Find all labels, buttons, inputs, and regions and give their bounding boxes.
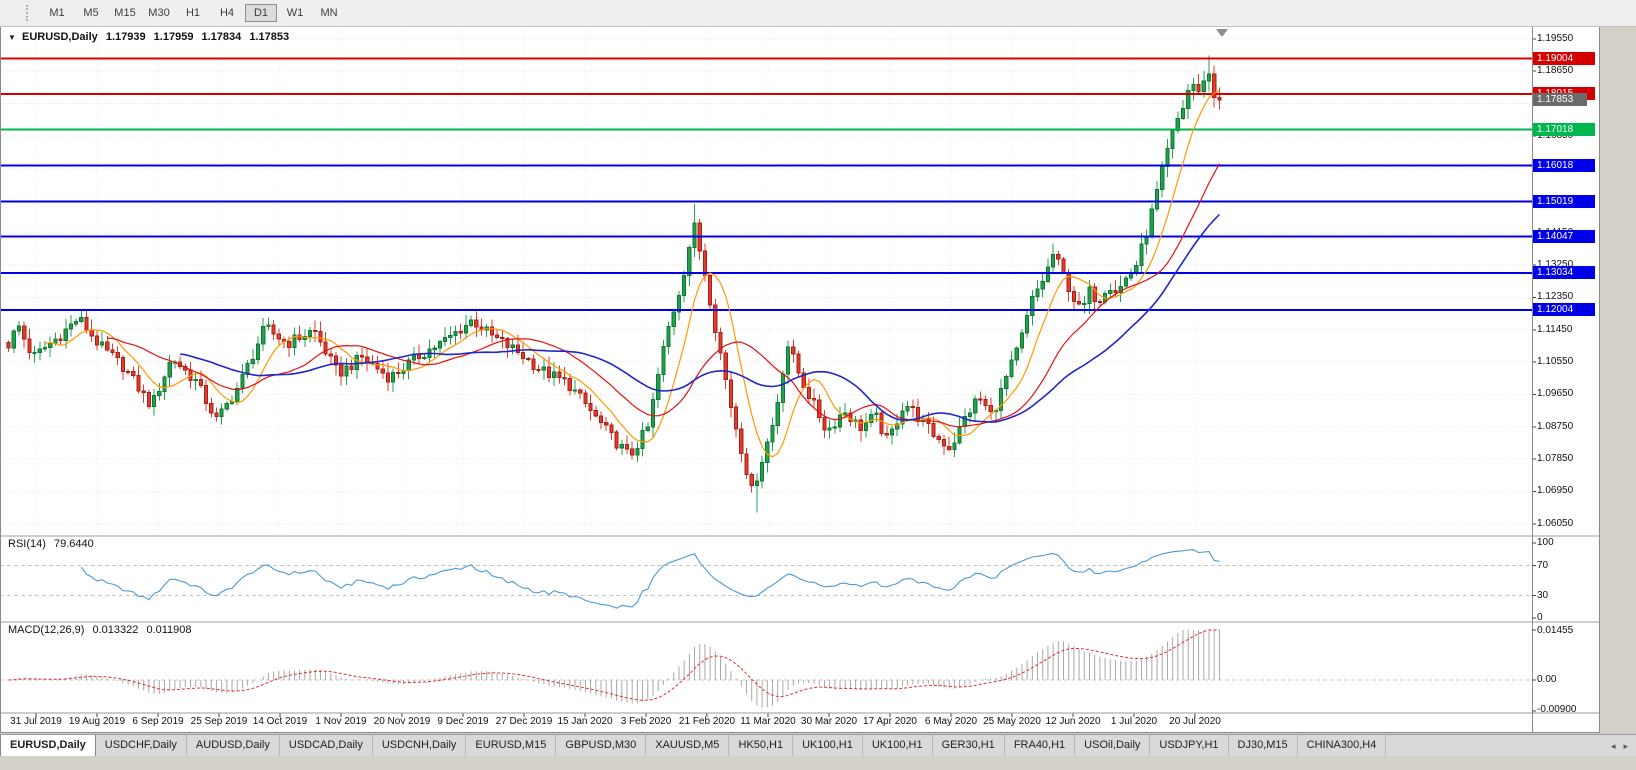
- chart-menu-icon[interactable]: ▼: [8, 33, 16, 42]
- chart-tab-gbpusd-m30[interactable]: GBPUSD,M30: [556, 735, 647, 757]
- chart-symbol-label: EURUSD,Daily: [21, 31, 98, 43]
- chart-tab-fra40-h1[interactable]: FRA40,H1: [1004, 735, 1076, 757]
- chart-tab-usdchf-daily[interactable]: USDCHF,Daily: [95, 735, 187, 757]
- rsi-current-value: 79.6440: [53, 538, 94, 550]
- chart-tab-eurusd-m15[interactable]: EURUSD,M15: [466, 735, 557, 757]
- symbol-tab-bar: EURUSD,Daily USDCHF,Daily AUDUSD,Daily USDC…: [0, 734, 1636, 757]
- timeframe-buttons: M1 M5 M15 M30 H1 H4 D1 W1 MN: [40, 4, 346, 22]
- tab-scroll-right-icon[interactable]: ▸: [1623, 740, 1628, 751]
- timeframe-button-h4[interactable]: H4: [219, 7, 235, 19]
- indicator-panels: [0, 549, 1532, 708]
- chart-background: [0, 26, 1636, 734]
- macd-panel-header: MACD(12,26,9) 0.013322 0.011908: [8, 624, 197, 636]
- chart-tab-uk100-h1[interactable]: UK100,H1: [793, 735, 863, 757]
- moving-average-lines: [44, 90, 1220, 458]
- timeframe-button-m5[interactable]: M5: [83, 7, 99, 19]
- status-strip: [0, 756, 1636, 770]
- timeframe-button-m15[interactable]: M15: [114, 7, 136, 19]
- toolbar-grip-handle[interactable]: [26, 5, 32, 21]
- macd-name: MACD(12,26,9): [8, 624, 85, 636]
- ohlc-high-value: 1.17959: [153, 31, 194, 43]
- grid-lines: [0, 28, 1532, 531]
- tab-scroll-arrows: ◂ ▸: [1607, 735, 1636, 757]
- chart-tab-dj30-m15[interactable]: DJ30,M15: [1228, 735, 1298, 757]
- chart-tab-uk100-h1[interactable]: UK100,H1: [862, 735, 933, 757]
- ohlc-open-value: 1.17939: [105, 31, 146, 43]
- candlesticks: [6, 55, 1222, 513]
- macd-main-value: 0.013322: [92, 624, 139, 636]
- timeframe-button-d1[interactable]: D1: [245, 4, 277, 22]
- chart-tab-usdcad-daily[interactable]: USDCAD,Daily: [279, 735, 373, 757]
- chart-tab-eurusd-daily[interactable]: EURUSD,Daily: [0, 735, 96, 757]
- timeframe-toolbar: M1 M5 M15 M30 H1 H4 D1 W1 MN: [0, 0, 1636, 27]
- chart-shift-marker-icon[interactable]: [1216, 29, 1228, 37]
- timeframe-button-h1[interactable]: H1: [185, 7, 201, 19]
- rsi-name: RSI(14): [8, 538, 46, 550]
- chart-tab-usoil-daily[interactable]: USOil,Daily: [1075, 735, 1151, 757]
- chart-tab-usdcnh-daily[interactable]: USDCNH,Daily: [372, 735, 467, 757]
- timeframe-button-mn[interactable]: MN: [320, 7, 338, 19]
- chart-tab-usdjpy-h1[interactable]: USDJPY,H1: [1150, 735, 1229, 757]
- horizontal-level-lines[interactable]: [0, 57, 1532, 311]
- chart-tab-audusd-daily[interactable]: AUDUSD,Daily: [186, 735, 280, 757]
- ohlc-low-value: 1.17834: [201, 31, 242, 43]
- chart-tab-ger30-h1[interactable]: GER30,H1: [932, 735, 1005, 757]
- timeframe-button-m1[interactable]: M1: [49, 7, 65, 19]
- rsi-panel-header: RSI(14) 79.6440: [8, 538, 99, 550]
- timeframe-button-w1[interactable]: W1: [286, 7, 304, 19]
- ohlc-close-value: 1.17853: [249, 31, 290, 43]
- timeframe-button-m30[interactable]: M30: [148, 7, 170, 19]
- chart-tab-hk50-h1[interactable]: HK50,H1: [729, 735, 794, 757]
- macd-signal-value: 0.011908: [146, 624, 192, 636]
- tab-scroll-left-icon[interactable]: ◂: [1610, 740, 1616, 751]
- chart-tab-china300-h4[interactable]: CHINA300,H4: [1297, 735, 1387, 757]
- chart-ohlc-readout: ▼ EURUSD,Daily 1.17939 1.17959 1.17834 1…: [8, 31, 294, 43]
- chart-tab-xauusd-m5[interactable]: XAUUSD,M5: [646, 735, 730, 757]
